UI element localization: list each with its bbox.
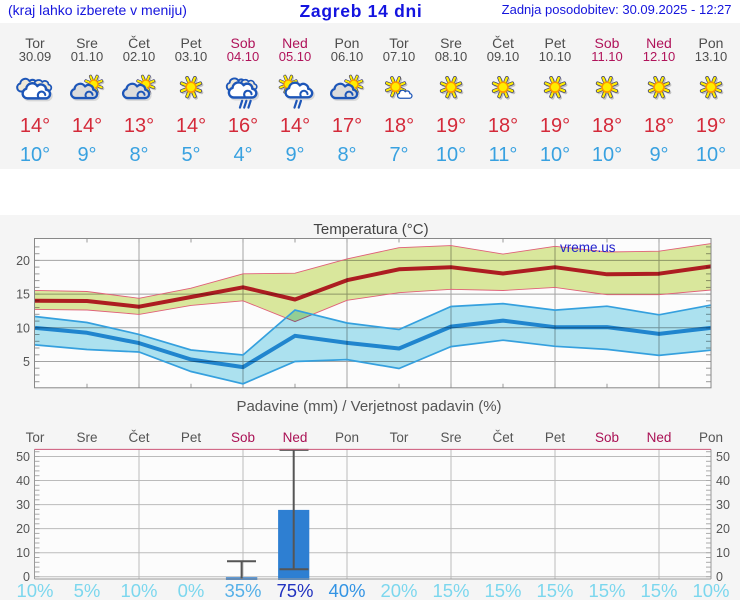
svg-text:15%: 15% (588, 580, 625, 600)
svg-text:Pon: Pon (335, 430, 359, 445)
svg-text:15%: 15% (536, 580, 573, 600)
svg-text:Ned: Ned (647, 430, 672, 445)
svg-text:40: 40 (716, 474, 730, 488)
svg-text:0: 0 (716, 570, 723, 584)
svg-text:Pet: Pet (545, 430, 566, 445)
svg-text:Pon: Pon (699, 430, 723, 445)
svg-text:10%: 10% (16, 580, 53, 600)
svg-text:Pet: Pet (181, 430, 202, 445)
svg-text:Čet: Čet (128, 430, 149, 445)
svg-text:20%: 20% (380, 580, 417, 600)
svg-text:40%: 40% (328, 580, 365, 600)
svg-text:50: 50 (16, 450, 30, 464)
svg-text:Sob: Sob (595, 430, 619, 445)
svg-text:15: 15 (16, 288, 30, 302)
svg-text:30: 30 (16, 498, 30, 512)
svg-text:0%: 0% (178, 580, 205, 600)
svg-text:10%: 10% (692, 580, 729, 600)
svg-text:10%: 10% (120, 580, 157, 600)
svg-text:Padavine (mm) / Verjetnost pad: Padavine (mm) / Verjetnost padavin (%) (236, 400, 501, 415)
svg-text:Čet: Čet (492, 430, 513, 445)
svg-text:Temperatura (°C): Temperatura (°C) (313, 221, 428, 238)
svg-text:35%: 35% (224, 580, 261, 600)
svg-text:15%: 15% (640, 580, 677, 600)
svg-text:5%: 5% (74, 580, 101, 600)
svg-text:5: 5 (23, 355, 30, 369)
svg-text:10: 10 (16, 321, 30, 335)
svg-text:75%: 75% (276, 580, 313, 600)
svg-text:10: 10 (16, 546, 30, 560)
svg-text:Sre: Sre (440, 430, 461, 445)
svg-text:Ned: Ned (283, 430, 308, 445)
svg-text:Tor: Tor (26, 430, 45, 445)
svg-text:30: 30 (716, 498, 730, 512)
svg-text:40: 40 (16, 474, 30, 488)
svg-text:50: 50 (716, 450, 730, 464)
svg-text:15%: 15% (432, 580, 469, 600)
svg-text:vreme.us: vreme.us (560, 240, 616, 255)
svg-text:0: 0 (23, 570, 30, 584)
svg-text:10: 10 (716, 546, 730, 560)
svg-text:20: 20 (16, 522, 30, 536)
svg-text:Sre: Sre (76, 430, 97, 445)
svg-text:Sob: Sob (231, 430, 255, 445)
svg-text:15%: 15% (484, 580, 521, 600)
svg-text:Tor: Tor (390, 430, 409, 445)
svg-text:20: 20 (16, 254, 30, 268)
svg-text:20: 20 (716, 522, 730, 536)
